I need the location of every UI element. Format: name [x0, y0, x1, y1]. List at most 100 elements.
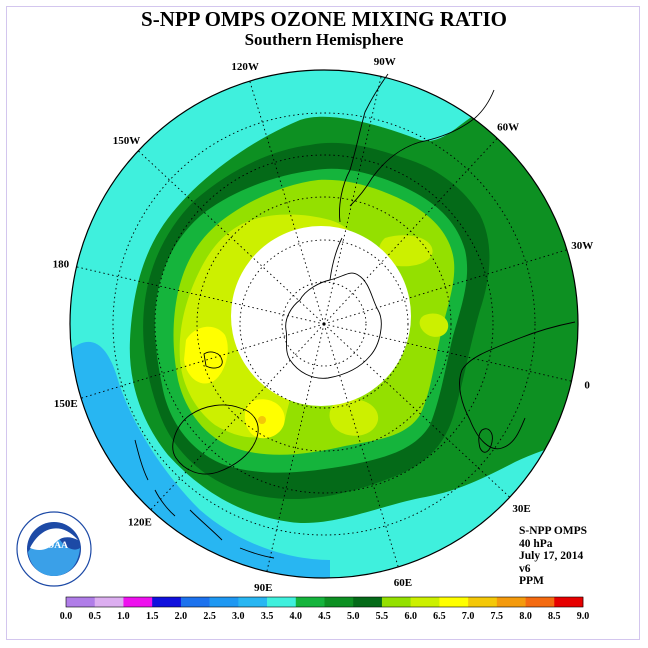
- legend-swatch: [381, 597, 411, 607]
- legend-tick-label: 8.0: [519, 611, 532, 622]
- meridian-line: [323, 323, 511, 498]
- legend-swatch: [238, 597, 268, 607]
- south-pole-marker: [322, 322, 326, 326]
- meridian-line: [323, 323, 399, 568]
- madagascar: [478, 428, 493, 453]
- legend-swatch: [353, 597, 383, 607]
- longitude-label: 30E: [512, 503, 530, 515]
- longitude-label: 90W: [374, 56, 396, 68]
- info-version: v6: [519, 562, 531, 575]
- legend-tick-label: 7.0: [462, 611, 475, 622]
- info-block: S-NPP OMPS 40 hPa July 17, 2014 v6 PPM: [519, 525, 639, 588]
- legend-swatch: [554, 597, 584, 607]
- longitude-label: 150E: [54, 398, 78, 410]
- ozone-band-6-0-south: [329, 398, 379, 436]
- map-boundary: [69, 69, 579, 579]
- legend-tick-label: 0.5: [88, 611, 101, 622]
- meridian-line: [76, 266, 325, 325]
- south-america-coast: [339, 73, 389, 223]
- legend-border: [65, 596, 584, 608]
- legend-tick-label: 5.5: [376, 611, 389, 622]
- new-zealand: [134, 439, 176, 517]
- map-title: S-NPP OMPS OZONE MIXING RATIO: [141, 7, 507, 31]
- ozone-band-6-0-east: [379, 235, 433, 267]
- legend-swatch: [209, 597, 239, 607]
- south-america-coast-e: [349, 89, 495, 207]
- legend-swatch: [66, 597, 96, 607]
- lat-circle-80: [281, 281, 367, 367]
- legend-swatch: [123, 597, 153, 607]
- meridian-line: [323, 76, 382, 325]
- legend-swatch: [525, 597, 555, 607]
- legend-tick-label: 9.0: [577, 611, 590, 622]
- longitude-label: 120W: [231, 61, 259, 73]
- legend-swatch: [180, 597, 210, 607]
- graticule: [76, 76, 572, 572]
- meridian-line: [323, 137, 498, 325]
- polar-night: [231, 226, 411, 406]
- longitude-label: 180: [53, 258, 70, 270]
- longitude-labels: 90W 60W 30W 0 30E 60E 90E 120E 150E 180 150W 120W: [53, 56, 594, 594]
- legend-tick-label: 4.5: [318, 611, 331, 622]
- meridian-line: [80, 323, 325, 399]
- meridians: [76, 76, 572, 572]
- info-date: July 17, 2014: [519, 550, 584, 562]
- ozone-band-6-5: [184, 326, 228, 384]
- meridian-line: [323, 323, 572, 382]
- longitude-label: 60W: [497, 122, 519, 134]
- legend-tick-label: 4.0: [290, 611, 303, 622]
- info-instrument: S-NPP OMPS: [519, 525, 588, 537]
- legend-tick-label: 5.0: [347, 611, 360, 622]
- legend-tick-label: 0.0: [60, 611, 73, 622]
- longitude-label: 0: [584, 380, 590, 392]
- legend-tick-label: 7.5: [491, 611, 504, 622]
- legend-swatch: [324, 597, 354, 607]
- legend-tick-label: 2.5: [203, 611, 216, 622]
- longitude-label: 60E: [394, 577, 412, 589]
- tasmania: [203, 351, 223, 369]
- meridian-line: [266, 323, 325, 572]
- meridian-line: [323, 249, 568, 325]
- legend-tick-label: 6.5: [433, 611, 446, 622]
- indonesia-coast: [189, 509, 275, 559]
- info-level: 40 hPa: [519, 537, 553, 550]
- longitude-label: 120E: [128, 517, 152, 529]
- noaa-logo-text: NOAA: [40, 541, 68, 551]
- legend-tick-label: 3.0: [232, 611, 245, 622]
- legend-tick-label: 1.0: [117, 611, 130, 622]
- longitude-label: 90E: [254, 582, 272, 594]
- longitude-label: 150W: [113, 135, 141, 147]
- legend-tick-label: 1.5: [146, 611, 159, 622]
- legend-swatch: [267, 597, 297, 607]
- legend-swatch: [496, 597, 526, 607]
- ozone-band-6-0-east2: [419, 313, 449, 337]
- legend-tick-label: 2.0: [175, 611, 188, 622]
- legend-tick-label: 6.0: [404, 611, 417, 622]
- noaa-logo-bird: [30, 528, 78, 550]
- coastlines: [134, 73, 576, 559]
- meridian-line: [150, 323, 325, 511]
- legend-tick-label: 8.5: [548, 611, 561, 622]
- meridian-line: [137, 150, 325, 325]
- meridian-line: [249, 80, 325, 325]
- info-units: PPM: [519, 575, 544, 587]
- legend-swatch: [439, 597, 469, 607]
- africa-coast: [459, 321, 576, 450]
- antarctica-coast: [285, 272, 382, 379]
- lat-circle-40: [112, 112, 536, 536]
- noaa-logo: NOAA: [16, 511, 92, 587]
- longitude-label: 30W: [571, 240, 593, 252]
- legend-swatch: [410, 597, 440, 607]
- antarctic-peninsula: [329, 237, 343, 281]
- legend-swatch: [295, 597, 325, 607]
- legend-tick-label: 3.5: [261, 611, 274, 622]
- legend-swatch: [94, 597, 124, 607]
- lat-circle-70: [239, 239, 409, 409]
- australia-coast: [172, 404, 259, 475]
- legend-swatch: [468, 597, 498, 607]
- lat-circle-50: [154, 154, 494, 494]
- legend-colorbar: 0.0 0.5 1.0 1.5 2.0 2.5 3.0 3.5 4.0 4.5 5.0 5.5 6.0 6…: [60, 596, 590, 622]
- lat-circle-60: [196, 196, 452, 452]
- map-subtitle: Southern Hemisphere: [244, 30, 404, 49]
